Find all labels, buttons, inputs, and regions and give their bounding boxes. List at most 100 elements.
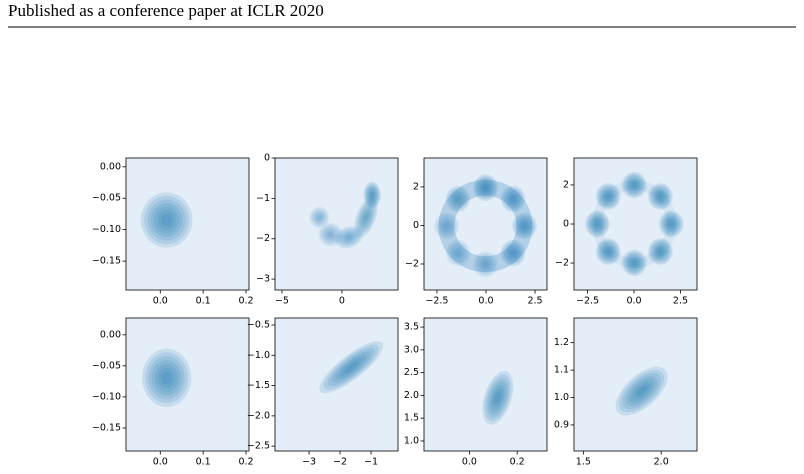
y-tick-label: 0 (563, 219, 569, 230)
density-contour (656, 246, 665, 257)
y-tick-label: 2 (563, 179, 569, 190)
x-tick-label: 0.0 (153, 457, 168, 468)
density-contour (666, 219, 676, 229)
density-contour (652, 243, 668, 260)
density-contour (649, 184, 672, 208)
density-contour (502, 241, 524, 265)
density-contour (345, 234, 352, 240)
density-contour (505, 190, 521, 207)
density-contour (492, 388, 504, 408)
density-contour (628, 178, 641, 192)
density-contour (631, 260, 637, 266)
density-contour (626, 254, 642, 271)
density-contour (370, 192, 375, 198)
density-contour (476, 177, 495, 198)
x-tick-label: 0 (339, 296, 345, 307)
density-contour (448, 189, 468, 209)
x-tick-label: −3 (302, 457, 316, 468)
density-contour (474, 176, 497, 200)
density-contour (368, 188, 377, 202)
density-contour (585, 210, 610, 238)
density-contour (515, 216, 534, 236)
density-contour (334, 226, 364, 249)
density (434, 174, 537, 278)
density (615, 366, 668, 416)
density-contour (452, 246, 464, 260)
y-tick-label: 2.0 (404, 390, 419, 401)
y-tick-label: 3.5 (404, 322, 419, 333)
density-contour (621, 249, 647, 277)
density-contour (447, 241, 469, 265)
density (319, 341, 384, 394)
density-contour (651, 186, 670, 207)
y-tick-label: −1.5 (247, 380, 270, 391)
density-contour (147, 199, 186, 241)
density-contour (322, 227, 338, 242)
density-contour (145, 352, 188, 404)
density-contour (445, 185, 471, 213)
density-contour (309, 206, 330, 228)
density-contour (482, 184, 489, 191)
density-contour (319, 341, 384, 394)
y-tick-label: 1.1 (554, 365, 569, 376)
x-tick-label: 1.5 (576, 457, 591, 468)
density-contour (625, 253, 644, 273)
y-tick-label: 0 (413, 220, 419, 231)
x-tick-label: 2.5 (527, 296, 542, 307)
density-contour (150, 203, 183, 237)
density-contour (363, 212, 369, 222)
density-contour (453, 248, 463, 258)
density-contour (629, 379, 655, 403)
y-tick-label: 1.2 (554, 337, 569, 348)
y-tick-label: −0.10 (92, 391, 121, 402)
density-contour (315, 213, 323, 222)
density-contour (595, 238, 621, 265)
density-contour (477, 256, 494, 273)
density-contour (479, 181, 492, 195)
y-tick-label: −1.0 (247, 350, 270, 361)
density-contour (597, 184, 619, 208)
density-contour (313, 210, 326, 224)
plot-frame (423, 317, 548, 452)
density-contour (445, 239, 471, 267)
density-contour (500, 239, 526, 267)
x-tick-label: 0.2 (238, 296, 253, 307)
x-tick-label: 0.1 (196, 457, 211, 468)
density-contour (657, 193, 664, 200)
y-tick-label: −3 (256, 274, 270, 285)
plot-background (126, 318, 249, 451)
density-contour (365, 185, 379, 205)
density-contour (649, 240, 672, 264)
density-contour (157, 367, 176, 389)
density-contour (473, 251, 498, 278)
density-contour (603, 191, 613, 202)
running-header: Published as a conference paper at ICLR … (8, 1, 324, 20)
y-tick-label: 2 (413, 181, 419, 192)
density-contour (521, 223, 528, 229)
density-contour (510, 196, 516, 202)
density-contour (340, 358, 363, 377)
x-tick-label: 0.0 (462, 457, 477, 468)
density-contour (656, 191, 665, 202)
plot-frame (125, 157, 250, 291)
density-contour (160, 213, 173, 227)
density-contour (452, 192, 464, 206)
density-contour (490, 384, 506, 411)
density-contour (494, 391, 502, 404)
density-contour (602, 245, 615, 258)
density-contour (507, 246, 519, 260)
density-contour (335, 354, 367, 380)
density-contour (326, 230, 335, 239)
density-contour (340, 230, 358, 244)
x-tick-label: 0.0 (626, 296, 641, 307)
density-contour (629, 258, 639, 268)
y-tick-label: −0.05 (92, 360, 121, 371)
density-contour (628, 256, 641, 270)
density-contour (625, 376, 658, 407)
density-contour (623, 173, 645, 197)
density-contour (520, 221, 529, 231)
x-tick-label: 0.2 (238, 457, 253, 468)
density-contour (364, 183, 380, 207)
density-contour (151, 360, 182, 396)
